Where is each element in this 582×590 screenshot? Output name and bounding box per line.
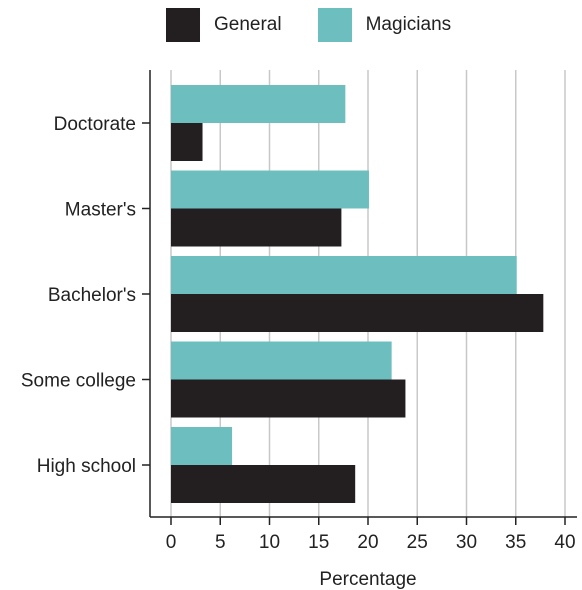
bar-general-high-school (171, 465, 356, 503)
y-tick-label-doctorate: Doctorate (54, 114, 136, 135)
bar-general-bachelor-s (171, 294, 544, 332)
legend: General Magicians (166, 8, 487, 42)
bar-magicians-high-school (171, 427, 233, 465)
legend-item-magicians: Magicians (317, 8, 452, 42)
bar-magicians-some-college (171, 341, 392, 380)
bar-magicians-bachelor-s (171, 256, 517, 294)
x-tick-label-40: 40 (554, 532, 575, 553)
axes (142, 70, 577, 525)
y-tick-label-bachelor-s: Bachelor's (48, 285, 136, 306)
bar-magicians-master-s (171, 170, 369, 209)
legend-swatch-general (166, 8, 200, 42)
x-tick-label-10: 10 (259, 532, 280, 553)
x-axis-label: Percentage (319, 569, 416, 590)
x-tick-label-0: 0 (166, 532, 177, 553)
tick-labels: 0 5 10 15 20 25 30 35 40 Doctorate Master's Bachelo… (21, 114, 576, 553)
x-tick-label-15: 15 (308, 532, 329, 553)
bars (171, 85, 544, 503)
bar-magicians-doctorate (171, 85, 346, 123)
x-tick-label-5: 5 (215, 532, 226, 553)
y-tick-label-high-school: High school (37, 456, 136, 477)
legend-swatch-magicians (317, 8, 352, 42)
bar-general-doctorate (171, 123, 203, 161)
legend-label-general: General (214, 14, 282, 35)
y-tick-label-master-s: Master's (65, 200, 136, 221)
bar-general-some-college (171, 379, 406, 418)
y-tick-label-some-college: Some college (21, 371, 136, 392)
legend-label-magicians: Magicians (365, 14, 452, 35)
x-tick-label-35: 35 (505, 532, 526, 553)
x-tick-label-25: 25 (407, 532, 428, 553)
legend-item-general: General (166, 8, 282, 42)
bar-general-master-s (171, 208, 342, 247)
x-tick-label-30: 30 (456, 532, 477, 553)
x-tick-label-20: 20 (357, 532, 378, 553)
